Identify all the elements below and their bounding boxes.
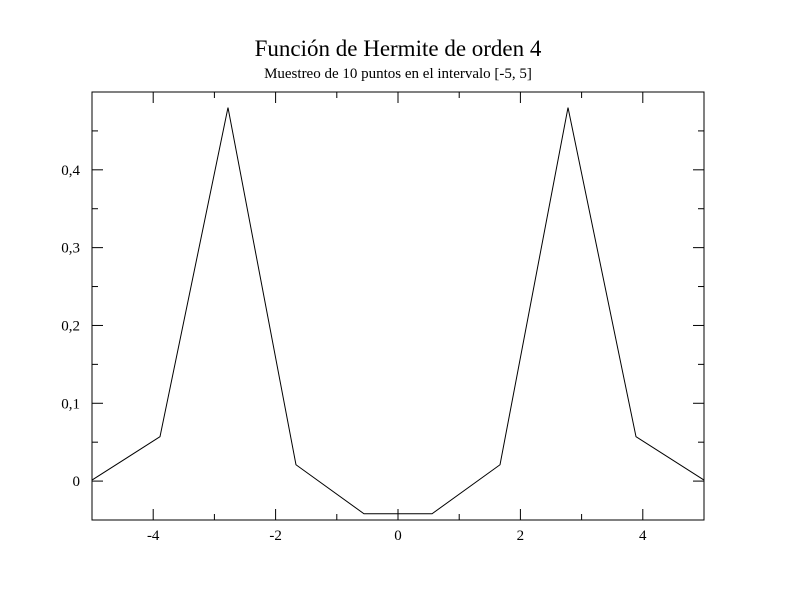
y-tick-label: 0 — [73, 474, 81, 490]
plot-frame — [91, 91, 705, 521]
tick-labels-layer: -4 -2 0 2 4 0 0,1 0,2 0,3 0,4 — [61, 163, 647, 544]
x-tick-label: -4 — [147, 528, 160, 544]
y-tick-label: 0,3 — [61, 241, 80, 257]
y-tick-label: 0,4 — [61, 163, 80, 179]
x-tick-label: 0 — [394, 528, 402, 544]
chart-subtitle: Muestreo de 10 puntos en el intervalo [-… — [264, 66, 532, 82]
x-tick-label: -2 — [269, 528, 282, 544]
ticks-layer — [92, 92, 704, 521]
series-line — [91, 107, 705, 515]
y-tick-label: 0,2 — [61, 318, 80, 334]
y-tick-label: 0,1 — [61, 396, 80, 412]
x-tick-label: 4 — [639, 528, 647, 544]
chart-title: Función de Hermite de orden 4 — [255, 36, 542, 61]
x-tick-label: 2 — [517, 528, 525, 544]
